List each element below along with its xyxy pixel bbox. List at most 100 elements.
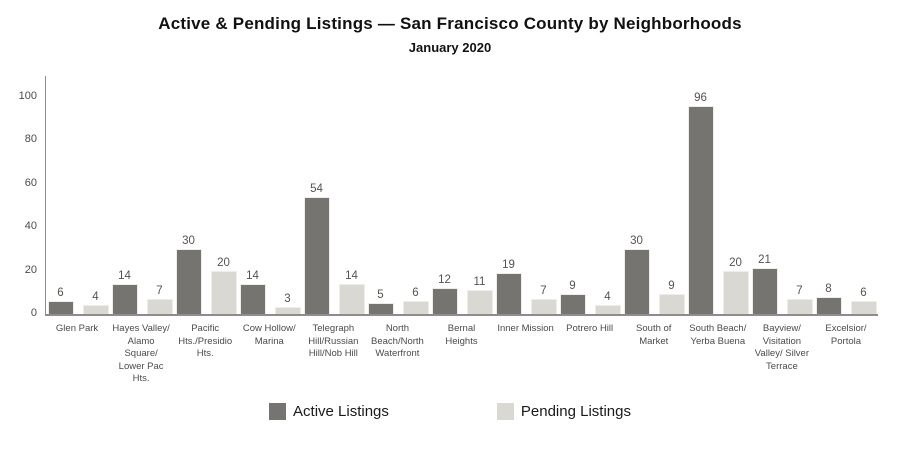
bar-pending: [338, 284, 365, 314]
bar-value-label: 8: [825, 283, 832, 295]
bar-pending-wrap: 6: [850, 287, 877, 314]
legend-label-active: Active Listings: [293, 403, 389, 420]
bar-value-label: 7: [156, 285, 163, 297]
bar-group: 30 9: [622, 235, 686, 314]
bar-pending: [82, 305, 109, 314]
bar-pending: [786, 299, 813, 314]
bar-value-label: 20: [217, 257, 230, 269]
category-label: Hayes Valley/ Alamo Square/ Lower Pac Ht…: [112, 323, 170, 385]
bar-group: 96 20: [686, 92, 750, 314]
bar-pending-wrap: 7: [146, 285, 173, 314]
chart-subtitle: January 2020: [408, 40, 492, 55]
legend: Active Listings Pending Listings: [0, 403, 900, 420]
chart-title: Active & Pending Listings — San Francisc…: [158, 14, 742, 33]
y-tick-label: 0: [30, 307, 37, 319]
bar-value-label: 6: [860, 287, 867, 299]
bar-value-label: 12: [438, 274, 451, 286]
bar-active-wrap: 8: [815, 283, 842, 314]
category-label: Bayview/ Visitation Valley/ Silver Terra…: [754, 323, 809, 372]
bar-value-label: 7: [540, 285, 547, 297]
bar-group: 14 7: [110, 270, 174, 314]
bar-pending-wrap: 4: [594, 291, 621, 314]
bar-pending-wrap: 4: [82, 291, 109, 314]
bar-pending: [722, 271, 749, 314]
category-label: Excelsior/ Portola: [825, 323, 867, 347]
bar-value-label: 9: [569, 280, 576, 292]
bar-group: 30 20: [174, 235, 238, 314]
bar-pending-wrap: 11: [466, 276, 493, 314]
bar-pending: [274, 307, 301, 314]
y-tick-label: 60: [24, 176, 37, 189]
category-label: Pacific Hts./Presidio Hts.: [178, 323, 233, 360]
bar-value-label: 54: [310, 183, 323, 195]
legend-item-pending: Pending Listings: [496, 403, 631, 420]
bar-pending-wrap: 20: [722, 257, 749, 314]
bar-pending: [850, 301, 877, 314]
category-label: Cow Hollow/ Marina: [242, 323, 296, 347]
bar-active: [175, 249, 202, 314]
bar-active: [239, 284, 266, 314]
bar-pending: [466, 290, 493, 314]
bar-value-label: 7: [796, 285, 803, 297]
bar-pending: [402, 301, 429, 314]
bar-active-wrap: 12: [431, 274, 458, 314]
bar-active: [815, 297, 842, 314]
x-axis-labels: Glen Park Hayes Valley/ Alamo Square/ Low…: [45, 323, 878, 386]
legend-label-pending: Pending Listings: [520, 403, 631, 420]
bar-active-wrap: 21: [751, 254, 778, 314]
bar-active-wrap: 30: [623, 235, 650, 314]
bar-value-label: 4: [604, 291, 611, 303]
y-tick-label: 80: [24, 133, 37, 146]
bar-pending-wrap: 7: [786, 285, 813, 314]
bar-active: [495, 273, 522, 314]
bar-pending: [594, 305, 621, 314]
bar-value-label: 30: [630, 235, 643, 247]
bar-group: 12 11: [430, 274, 494, 314]
bar-active-wrap: 96: [687, 92, 714, 314]
category-label: South of Market: [636, 323, 672, 347]
category-label: Inner Mission: [497, 323, 554, 334]
bar-pending-wrap: 14: [338, 270, 365, 314]
bar-pending: [530, 299, 557, 314]
pending-listings-swatch: [496, 403, 514, 420]
bar-active-wrap: 5: [367, 289, 394, 314]
bar-group: 21 7: [750, 254, 814, 314]
bar-pending-wrap: 9: [658, 280, 685, 314]
bar-value-label: 14: [345, 270, 358, 282]
bar-value-label: 6: [412, 287, 419, 299]
bar-active: [623, 249, 650, 314]
bar-active: [47, 301, 74, 314]
bar-groups: 6 4 14 7 30 20 14 3 54 14 5 6 12 11 19 7 9 4 30 9 96 20 21 7 8 6: [46, 76, 878, 314]
bar-value-label: 14: [118, 270, 131, 282]
bar-pending-wrap: 3: [274, 293, 301, 314]
bar-active-wrap: 14: [239, 270, 266, 314]
bar-value-label: 21: [758, 254, 771, 266]
bar-active-wrap: 14: [111, 270, 138, 314]
legend-item-active: Active Listings: [269, 403, 389, 420]
bar-active-wrap: 9: [559, 280, 586, 314]
bar-active: [559, 294, 586, 314]
bar-active: [111, 284, 138, 314]
bar-active: [687, 106, 714, 314]
active-listings-swatch: [269, 403, 287, 420]
bar-value-label: 11: [473, 276, 486, 288]
plot-area: 0 20 40 60 80 100 6 4 14 7 30 20 14 3 54 14 5 6 12 11 19 7 9 4…: [19, 76, 878, 319]
bar-value-label: 4: [92, 291, 99, 303]
bar-pending-wrap: 20: [210, 257, 237, 314]
bar-pending-wrap: 6: [402, 287, 429, 314]
bar-active: [303, 197, 330, 314]
bar-value-label: 30: [182, 235, 195, 247]
bar-group: 19 7: [494, 259, 558, 314]
category-label: South Beach/ Yerba Buena: [689, 323, 747, 347]
category-label: Telegraph Hill/Russian Hill/Nob Hill: [308, 323, 359, 360]
bar-group: 14 3: [238, 270, 302, 314]
y-tick-label: 40: [24, 220, 37, 233]
bar-active-wrap: 54: [303, 183, 330, 314]
bar-active: [751, 268, 778, 314]
category-label: Potrero Hill: [566, 323, 614, 334]
bar-active-wrap: 30: [175, 235, 202, 314]
